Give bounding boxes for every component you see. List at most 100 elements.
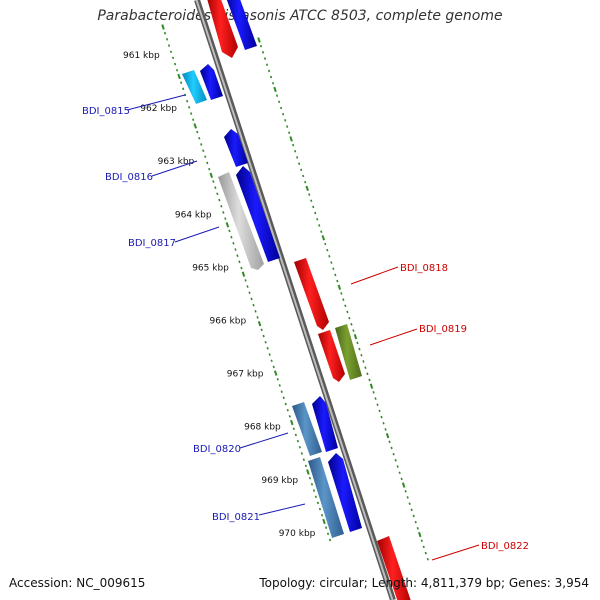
gene-BDI_0821-steel[interactable] [308,457,344,538]
ruler-dash [369,383,374,389]
ruler-dash [254,310,257,313]
ruler-dash [360,353,363,357]
ruler-dash [220,204,223,208]
ruler-dash [326,248,329,252]
ruler-label: 963 kbp [158,157,195,167]
ruler-dash [420,539,423,543]
gene-labels: BDI_0815 BDI_0816 BDI_0817 BDI_0818 BDI_… [82,106,529,552]
ruler-dash [264,340,267,344]
gene-BDI_0815-cyan[interactable] [182,70,207,104]
ruler-dash [396,465,399,468]
ruler-dash [358,347,361,351]
ruler-dash [398,471,401,475]
ruler-dash [374,397,377,400]
ruler-dash [188,106,191,109]
ruler-dash [224,217,227,220]
ruler-dash [366,372,369,376]
ruler-dash [362,360,365,363]
ruler-dash [262,334,265,338]
ruler-dash [257,37,261,43]
gene-partial-top-red[interactable] [206,0,238,58]
ruler-dash [282,396,285,400]
ruler-dash [169,50,173,54]
ruler-dash [267,69,271,73]
ruler-dash [324,526,328,529]
label-BDI_0821[interactable]: BDI_0821 [212,512,260,523]
ruler-dash [208,167,211,171]
ruler-dash [244,279,247,282]
ruler-dash [292,143,295,147]
ruler-dash [294,433,297,437]
label-BDI_0822[interactable]: BDI_0822 [481,541,529,552]
ruler-dash [316,501,320,505]
gene-partial-top-blue[interactable] [224,0,257,50]
ruler-dash [394,459,397,462]
ruler-dash [252,303,255,307]
ruler-dash [306,469,310,475]
ruler-dash [414,520,417,524]
ruler-dash [426,557,429,561]
ruler-dash [346,310,349,314]
ruler-label: 964 kbp [175,210,212,220]
ruler-dash [238,260,241,264]
ruler-dash [167,44,171,47]
ruler-dash [196,130,199,134]
gene-BDI_0819-red[interactable] [318,330,345,382]
ruler-dash [380,415,383,419]
ruler-dash [305,185,309,192]
label-BDI_0815[interactable]: BDI_0815 [82,106,130,117]
ruler-dash [248,291,251,295]
ruler-dash [328,538,332,542]
gene-BDI_0819-olive[interactable] [335,324,362,380]
gene-BDI_0821-blue[interactable] [328,453,362,532]
label-BDI_0816[interactable]: BDI_0816 [105,172,153,183]
ruler-dash [282,112,285,116]
ruler-dash [298,445,301,449]
gene-BDI_0817-blue[interactable] [236,166,280,262]
label-BDI_0819[interactable]: BDI_0819 [419,324,467,335]
gene-BDI_0820-blue[interactable] [312,396,338,452]
ruler-dash [314,495,318,499]
ruler-dash [404,489,407,493]
ruler-dash [259,44,263,48]
ruler-dash [318,507,322,511]
gene-BDI_0816[interactable] [224,129,248,167]
ruler-dash [177,73,181,80]
ruler-dash [385,432,390,439]
ruler-dash [326,532,330,536]
label-BDI_0817[interactable]: BDI_0817 [128,238,176,249]
ruler-dash [296,156,299,159]
genome-summary-text: Topology: circular; Length: 4,811,379 bp… [259,576,589,590]
ruler-track-left [161,24,332,542]
ruler-dash [304,180,307,184]
label-BDI_0820[interactable]: BDI_0820 [193,444,241,455]
ruler-dash [302,458,305,461]
ruler-dash [288,131,291,135]
ruler-dash [304,464,307,468]
ruler-dash [302,174,305,178]
gene-BDI_0820-steel[interactable] [292,402,322,456]
ruler-dash [278,384,281,387]
gene-BDI_0818[interactable] [294,258,329,330]
ruler-label: 966 kbp [210,317,247,327]
ruler-label: 968 kbp [244,423,281,433]
ruler-dash [161,24,165,30]
ruler-dash [288,415,291,418]
ruler-dash [418,531,422,538]
ruler-dash [256,316,259,319]
gene-BDI_0817-gray[interactable] [218,172,264,270]
ruler-dash [206,161,209,165]
ruler-dash [240,266,243,270]
ruler-track-right [257,37,429,561]
label-BDI_0818[interactable]: BDI_0818 [400,263,448,274]
ruler-dash [390,446,393,450]
ruler-dash [186,99,189,103]
gene-BDI_0822[interactable] [377,536,412,600]
ruler-dash [312,489,316,492]
ruler-dash [406,496,409,499]
ruler-dash [412,514,415,518]
gene-BDI_0815-blue[interactable] [200,64,223,100]
ruler-dash [336,279,339,283]
ruler-dash [278,100,281,104]
ruler-label: 961 kbp [123,51,160,61]
